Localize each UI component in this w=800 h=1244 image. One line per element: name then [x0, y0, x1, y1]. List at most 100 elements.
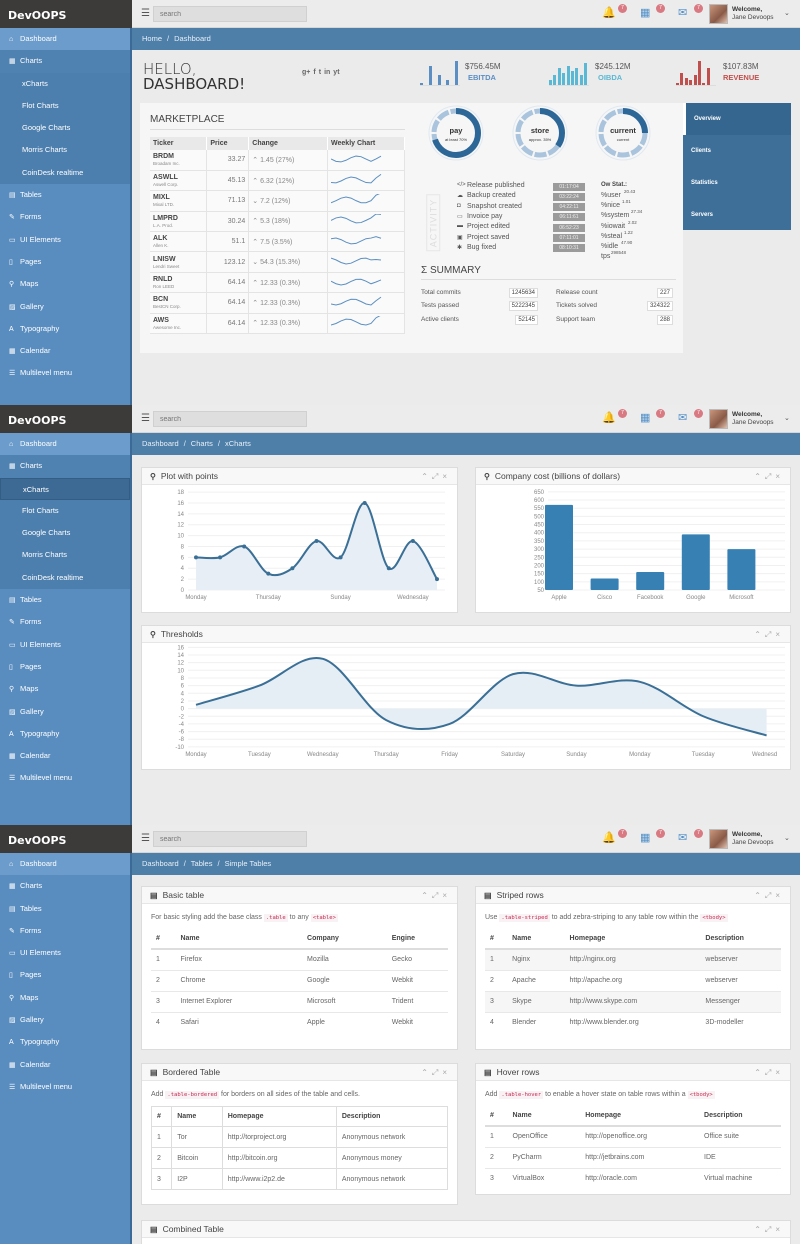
user-name[interactable]: Jane Devoops: [732, 14, 774, 21]
table-row[interactable]: 1 Nginx http://nginx.org webserver: [485, 948, 781, 970]
close-icon[interactable]: ×: [442, 891, 451, 900]
sidebar-item-maps[interactable]: ⚲ Maps: [0, 678, 130, 700]
collapse-icon[interactable]: ⌃: [421, 1068, 432, 1077]
sidebar-item-charts[interactable]: ▦ Charts: [0, 875, 130, 897]
close-icon[interactable]: ×: [775, 1068, 784, 1077]
sidebar-subitem-xcharts[interactable]: xCharts: [0, 72, 130, 95]
table-row[interactable]: 3 Internet Explorer Microsoft Trident: [151, 990, 448, 1012]
bell-icon[interactable]: 🔔: [602, 7, 616, 19]
linkedin-icon[interactable]: in: [324, 69, 331, 76]
sidebar-item-typography[interactable]: A Typography: [0, 1031, 130, 1053]
close-icon[interactable]: ×: [442, 472, 451, 481]
table-row[interactable]: 2 PyCharm http://jetbrains.com IDE: [485, 1146, 781, 1168]
sidebar-item-multilevel-menu[interactable]: ☰ Multilevel menu: [0, 362, 130, 384]
sidebar-item-maps[interactable]: ⚲ Maps: [0, 273, 130, 295]
user-name[interactable]: Jane Devoops: [732, 419, 774, 426]
menu-toggle-icon[interactable]: ☰: [141, 413, 150, 424]
sidebar-item-tables[interactable]: ▤ Tables: [0, 184, 130, 206]
search-input[interactable]: [153, 831, 307, 847]
chevron-down-icon[interactable]: ⌄: [784, 835, 790, 842]
calendar-icon[interactable]: ▦: [640, 7, 651, 19]
expand-icon[interactable]: ⤢: [764, 1068, 776, 1077]
mail-icon[interactable]: ✉: [678, 7, 688, 19]
tab-servers[interactable]: Servers: [691, 212, 714, 218]
avatar[interactable]: [709, 409, 728, 429]
sidebar-subitem-morris-charts[interactable]: Morris Charts: [0, 544, 130, 567]
sidebar-item-calendar[interactable]: ▦ Calendar: [0, 745, 130, 767]
chevron-down-icon[interactable]: ⌄: [784, 10, 790, 17]
table-row[interactable]: 2 Apache http://apache.org webserver: [485, 969, 781, 991]
expand-icon[interactable]: ⤢: [431, 1068, 443, 1077]
close-icon[interactable]: ×: [775, 630, 784, 639]
table-row[interactable]: ALK Allen K. 51.1 ⌃ 7.5 (3.5%): [150, 231, 405, 253]
google-plus-icon[interactable]: g+: [302, 69, 311, 76]
sidebar-item-calendar[interactable]: ▦ Calendar: [0, 340, 130, 362]
facebook-icon[interactable]: f: [313, 69, 316, 76]
sidebar-subitem-coindesk-realtime[interactable]: CoinDesk realtime: [0, 161, 130, 185]
table-row[interactable]: 4 Blender http://www.blender.org 3D-modelle…: [485, 1011, 781, 1033]
breadcrumb-item[interactable]: Tables: [190, 859, 213, 868]
sidebar-subitem-flot-charts[interactable]: Flot Charts: [0, 94, 130, 118]
close-icon[interactable]: ×: [775, 1225, 784, 1234]
collapse-icon[interactable]: ⌃: [421, 472, 432, 481]
sidebar-item-forms[interactable]: ✎ Forms: [0, 611, 130, 633]
close-icon[interactable]: ×: [775, 891, 784, 900]
sidebar-item-dashboard[interactable]: ⌂ Dashboard: [0, 853, 130, 876]
breadcrumb-item[interactable]: Dashboard: [142, 859, 179, 868]
table-row[interactable]: 1 OpenOffice http://openoffice.org Office s…: [485, 1125, 781, 1147]
sidebar-item-dashboard[interactable]: ⌂ Dashboard: [0, 433, 130, 456]
sidebar-item-charts[interactable]: ▦ Charts: [0, 455, 130, 478]
user-name[interactable]: Jane Devoops: [732, 839, 774, 846]
breadcrumb-item[interactable]: Charts: [190, 439, 213, 448]
twitter-icon[interactable]: t: [318, 69, 322, 76]
sidebar-subitem-xcharts[interactable]: xCharts: [0, 477, 130, 500]
sidebar-item-maps[interactable]: ⚲ Maps: [0, 987, 130, 1009]
collapse-icon[interactable]: ⌃: [754, 891, 765, 900]
tab-overview[interactable]: Overview: [683, 103, 791, 135]
table-row[interactable]: 3 Skype http://www.skype.com Messenger: [485, 990, 781, 1012]
breadcrumb-item[interactable]: Simple Tables: [224, 859, 272, 868]
mail-icon[interactable]: ✉: [678, 412, 688, 424]
bell-icon[interactable]: 🔔: [602, 832, 616, 844]
collapse-icon[interactable]: ⌃: [754, 630, 765, 639]
table-row[interactable]: RNLD Ron LEED 64.14 ⌃ 12.33 (0.3%): [150, 272, 405, 294]
sidebar-item-pages[interactable]: ▯ Pages: [0, 964, 130, 986]
sidebar-item-typography[interactable]: A Typography: [0, 723, 130, 745]
sidebar-item-gallery[interactable]: ▨ Gallery: [0, 1009, 130, 1031]
calendar-icon[interactable]: ▦: [640, 832, 651, 844]
menu-toggle-icon[interactable]: ☰: [141, 833, 150, 844]
youtube-icon[interactable]: yt: [333, 69, 340, 76]
tab-clients[interactable]: Clients: [691, 148, 712, 154]
expand-icon[interactable]: ⤢: [764, 1225, 776, 1234]
table-row[interactable]: 3 VirtualBox http://oracle.com Virtual mach…: [485, 1167, 781, 1189]
sidebar-item-charts[interactable]: ▦ Charts: [0, 50, 130, 73]
sidebar-item-forms[interactable]: ✎ Forms: [0, 206, 130, 228]
expand-icon[interactable]: ⤢: [431, 891, 443, 900]
search-input[interactable]: [153, 411, 307, 427]
expand-icon[interactable]: ⤢: [764, 891, 776, 900]
table-row[interactable]: AWS Awesome Inc. 64.14 ⌃ 12.33 (0.3%): [150, 313, 405, 335]
table-row[interactable]: BRDM Broadam Inc. 33.27 ⌃ 1.45 (27%): [150, 150, 405, 171]
sidebar-item-ui-elements[interactable]: ▭ UI Elements: [0, 942, 130, 964]
sidebar-item-tables[interactable]: ▤ Tables: [0, 898, 130, 920]
avatar[interactable]: [709, 4, 728, 24]
collapse-icon[interactable]: ⌃: [754, 1225, 765, 1234]
search-input[interactable]: [153, 6, 307, 22]
table-row[interactable]: LMPRD L.A. Prod. 30.24 ⌃ 5.3 (18%): [150, 211, 405, 233]
sidebar-subitem-flot-charts[interactable]: Flot Charts: [0, 499, 130, 523]
sidebar-item-forms[interactable]: ✎ Forms: [0, 920, 130, 942]
mail-icon[interactable]: ✉: [678, 832, 688, 844]
sidebar-item-calendar[interactable]: ▦ Calendar: [0, 1054, 130, 1076]
table-row[interactable]: 2 Bitcoin http://bitcoin.org Anonymous mone…: [150, 1147, 449, 1169]
sidebar-item-pages[interactable]: ▯ Pages: [0, 656, 130, 678]
expand-icon[interactable]: ⤢: [764, 472, 776, 481]
sidebar-item-gallery[interactable]: ▨ Gallery: [0, 701, 130, 723]
sidebar-subitem-google-charts[interactable]: Google Charts: [0, 522, 130, 545]
table-row[interactable]: ASWLL Aswell Corp. 45.13 ⌃ 6.32 (12%): [150, 170, 405, 192]
table-row[interactable]: 1 Firefox Mozilla Gecko: [151, 948, 448, 970]
breadcrumb-item[interactable]: Dashboard: [142, 439, 179, 448]
chevron-down-icon[interactable]: ⌄: [784, 415, 790, 422]
breadcrumb-item[interactable]: Dashboard: [174, 34, 211, 43]
expand-icon[interactable]: ⤢: [764, 630, 776, 639]
menu-toggle-icon[interactable]: ☰: [141, 8, 150, 19]
